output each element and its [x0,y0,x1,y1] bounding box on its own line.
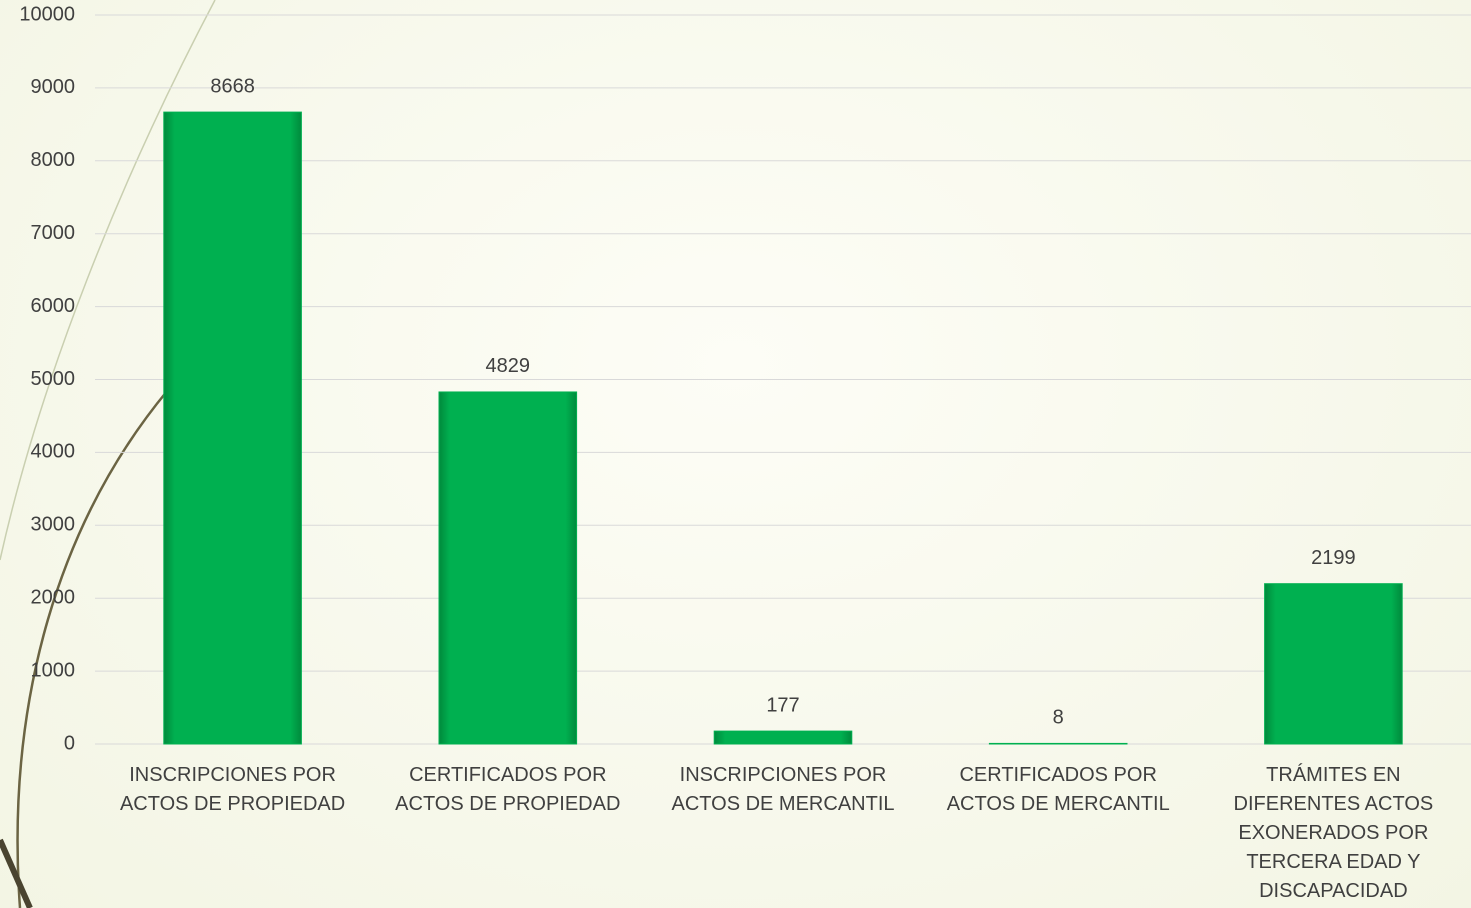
bar [713,730,853,745]
y-tick-label: 6000 [31,295,76,317]
bar [438,391,578,745]
value-label: 8668 [210,75,255,97]
y-tick-label: 2000 [31,586,76,608]
x-tick-label: CERTIFICADOS POR ACTOS DE PROPIEDAD [395,764,621,815]
y-tick-label: 8000 [31,149,76,171]
x-tick-label: TRÁMITES EN DIFERENTES ACTOS EXONERADOS … [1233,764,1434,902]
y-tick-label: 5000 [31,368,76,390]
decor-curve [0,838,33,908]
x-tick-label: INSCRIPCIONES POR ACTOS DE MERCANTIL [671,764,895,815]
y-tick-label: 4000 [31,441,76,463]
bar [163,111,302,745]
bar [988,742,1128,745]
value-label: 4829 [486,355,531,377]
decor-curve [16,389,169,908]
value-label: 177 [766,694,799,716]
x-tick-label: CERTIFICADOS POR ACTOS DE MERCANTIL [946,764,1170,815]
value-label: 2199 [1311,547,1356,569]
y-tick-label: 0 [64,732,75,754]
y-tick-label: 3000 [31,514,76,536]
bar [1264,583,1403,745]
y-tick-label: 1000 [31,659,76,681]
y-tick-label: 10000 [19,3,75,25]
value-label: 8 [1053,707,1064,729]
y-tick-label: 9000 [31,76,76,98]
y-tick-label: 7000 [31,222,76,244]
decor-curve [0,0,216,561]
x-tick-label: INSCRIPCIONES POR ACTOS DE PROPIEDAD [119,764,346,815]
